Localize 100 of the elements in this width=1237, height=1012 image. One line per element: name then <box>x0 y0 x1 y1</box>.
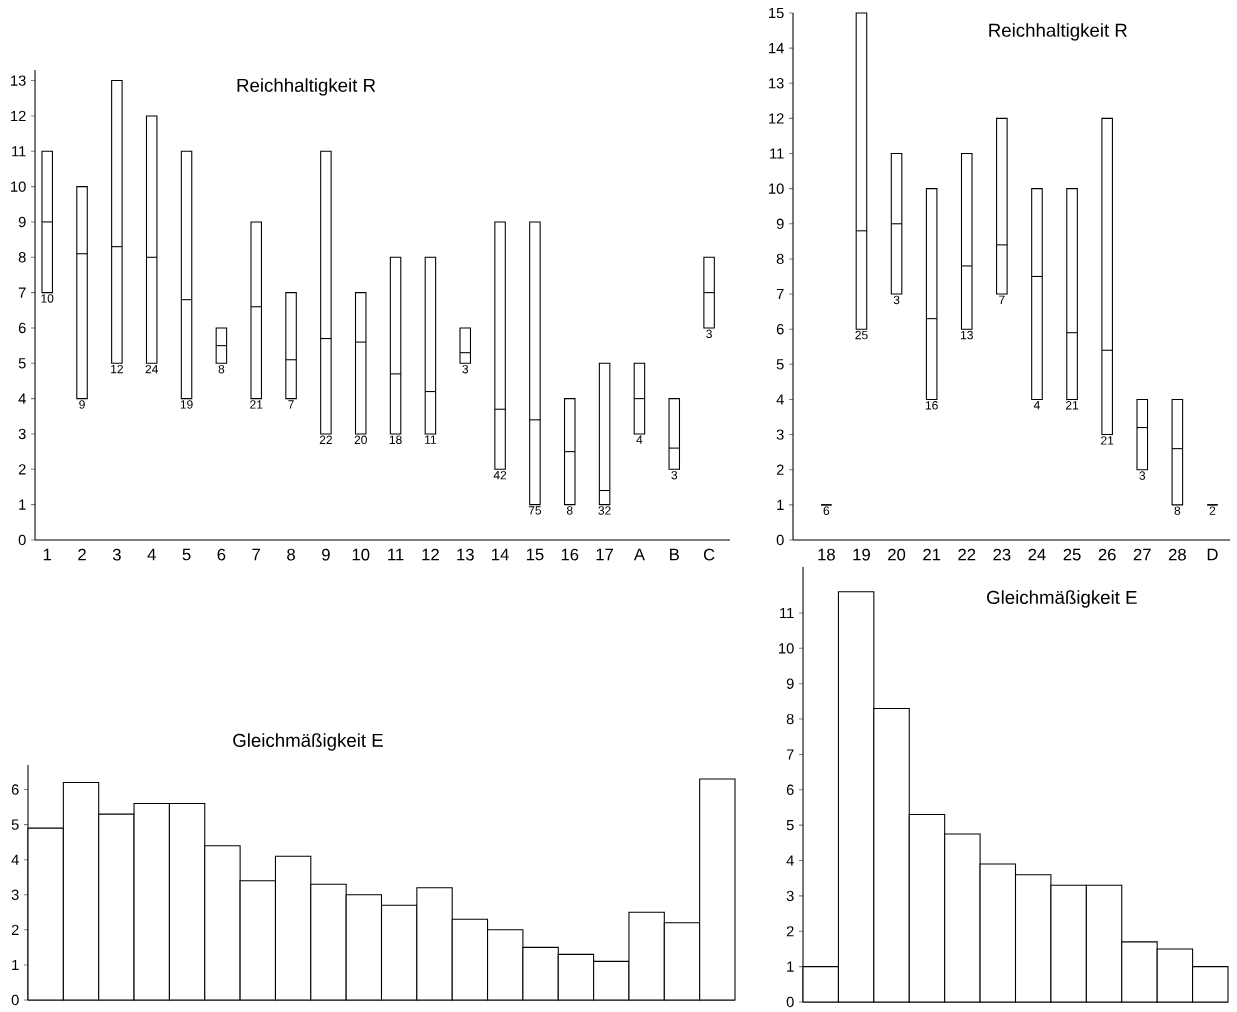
y-tick-label: 1 <box>787 961 794 972</box>
x-tick-label: 7 <box>252 548 261 561</box>
x-tick-label: 11 <box>388 548 404 561</box>
y-tick-label: 11 <box>12 146 26 157</box>
annotation: 7 <box>288 400 294 409</box>
y-tick-label: 4 <box>18 393 26 404</box>
annotation: 8 <box>218 364 225 374</box>
annotation: 42 <box>493 470 507 480</box>
annotation: 8 <box>1174 506 1181 515</box>
x-tick-label: 23 <box>993 548 1011 561</box>
annotation: 7 <box>999 295 1005 304</box>
y-tick-label: 15 <box>769 7 784 19</box>
y-tick-label: 12 <box>769 113 784 124</box>
text: Gleichmäßigkeit E <box>987 590 1137 608</box>
annotation: 9 <box>79 400 85 409</box>
annotation: 20 <box>354 435 367 445</box>
x-tick-label: 15 <box>526 548 544 561</box>
x-tick-label: 9 <box>322 548 330 561</box>
y-tick-label: 7 <box>776 289 784 300</box>
x-tick-label: 16 <box>561 548 579 561</box>
y-tick-label: 5 <box>18 358 26 369</box>
x-tick-label: 20 <box>888 548 906 561</box>
y-tick-label: 7 <box>18 287 26 298</box>
y-tick-label: 5 <box>786 820 794 831</box>
annotation: 2 <box>1209 506 1216 515</box>
y-tick-label: 10 <box>11 181 26 192</box>
annotation: 4 <box>1033 401 1040 410</box>
y-tick-label: 2 <box>776 464 784 475</box>
annotation: 21 <box>1065 401 1079 410</box>
annotation: 32 <box>598 506 611 515</box>
y-tick-label: 2 <box>786 926 794 937</box>
y-tick-label: 1 <box>12 959 19 970</box>
annotation: 3 <box>671 470 678 480</box>
y-tick-label: 1 <box>777 499 784 510</box>
annotation: 24 <box>145 364 159 374</box>
x-tick-label: 18 <box>818 548 835 561</box>
y-tick-label: 3 <box>786 890 794 902</box>
y-tick-label: 7 <box>786 749 794 760</box>
x-tick-label: 14 <box>492 548 509 561</box>
y-tick-label: 6 <box>11 784 19 795</box>
y-tick-label: 4 <box>786 855 794 866</box>
x-tick-label: 5 <box>182 548 191 561</box>
y-tick-label: 13 <box>11 75 26 86</box>
annotation: 3 <box>1139 471 1146 480</box>
x-tick-label: B <box>670 548 679 561</box>
y-tick-label: 12 <box>11 110 26 122</box>
y-tick-label: 3 <box>18 428 26 440</box>
annotation: 3 <box>462 364 469 374</box>
annotation: 13 <box>961 330 973 340</box>
x-tick-label: 25 <box>1063 548 1081 561</box>
x-tick-label: 8 <box>287 548 295 561</box>
x-tick-label: 17 <box>596 548 614 561</box>
annotation: 11 <box>425 435 437 444</box>
annotation: 22 <box>319 435 332 444</box>
annotation: 4 <box>636 435 643 444</box>
y-tick-label: 10 <box>779 643 794 654</box>
annotation: 18 <box>389 435 402 445</box>
y-tick-label: 2 <box>11 924 19 935</box>
x-tick-label: 12 <box>422 548 439 561</box>
chart-title: Gleichmäßigkeit E <box>233 733 383 751</box>
annotation: 21 <box>1101 436 1114 445</box>
x-tick-label: D <box>1207 548 1218 561</box>
annotation: 10 <box>41 294 54 303</box>
y-tick-label: 9 <box>18 216 26 228</box>
annotation: 3 <box>893 295 900 305</box>
x-tick-label: 2 <box>78 548 86 561</box>
y-tick-label: 5 <box>11 819 19 830</box>
x-tick-label: 22 <box>958 548 976 561</box>
annotation: 6 <box>823 506 830 515</box>
x-tick-label: 28 <box>1168 548 1186 561</box>
y-tick-label: 4 <box>11 854 19 865</box>
annotation: 75 <box>528 506 542 515</box>
y-tick-label: 6 <box>776 324 784 335</box>
y-tick-label: 0 <box>11 994 19 1006</box>
x-tick-label: 24 <box>1028 548 1046 561</box>
x-tick-label: C <box>703 548 715 561</box>
y-tick-label: 9 <box>776 218 784 229</box>
y-tick-label: 5 <box>776 359 784 370</box>
x-tick-label: 1 <box>43 548 52 561</box>
x-tick-label: 6 <box>217 548 226 561</box>
annotation: 16 <box>925 401 938 410</box>
annotation: 19 <box>180 400 193 409</box>
y-tick-label: 2 <box>18 464 26 475</box>
y-tick-label: 1 <box>19 499 26 510</box>
x-tick-label: 10 <box>352 548 370 561</box>
y-tick-label: 8 <box>786 713 794 725</box>
y-tick-label: 13 <box>769 78 784 89</box>
y-tick-label: 9 <box>786 678 794 689</box>
y-tick-label: 0 <box>18 534 26 546</box>
x-tick-label: 19 <box>853 548 870 561</box>
x-tick-label: 4 <box>147 548 156 561</box>
y-tick-label: 11 <box>780 607 794 619</box>
x-tick-label: 21 <box>923 548 941 561</box>
y-tick-label: 6 <box>18 322 26 334</box>
y-tick-label: 0 <box>786 996 794 1008</box>
y-tick-label: 8 <box>18 252 26 263</box>
y-tick-label: 14 <box>769 43 784 54</box>
x-tick-label: 26 <box>1098 548 1116 561</box>
annotation: 3 <box>706 329 712 339</box>
annotation: 12 <box>111 364 123 374</box>
